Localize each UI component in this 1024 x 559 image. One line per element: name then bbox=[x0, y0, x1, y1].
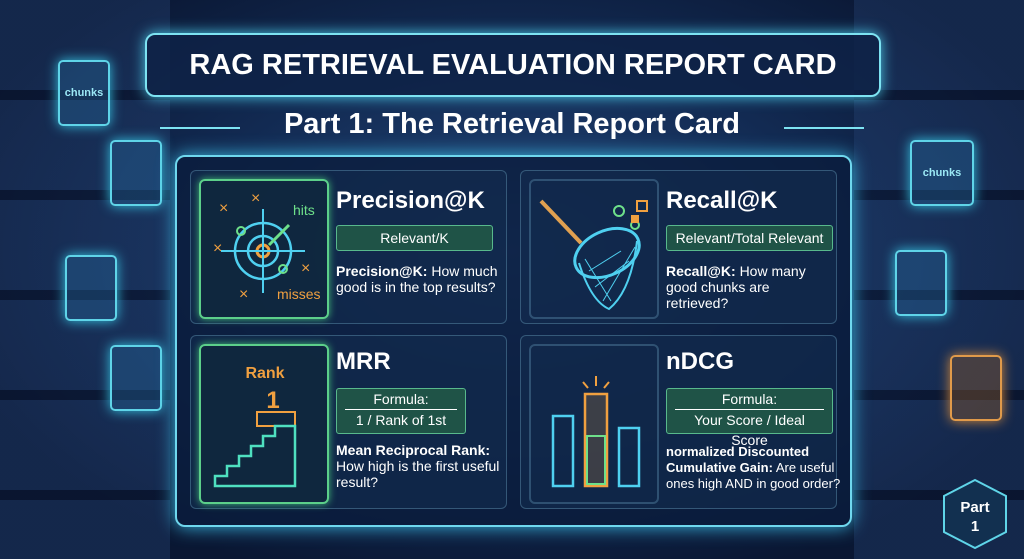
description: Mean Reciprocal Rank: How high is the fi… bbox=[336, 442, 501, 490]
stairs-icon: Rank 1 bbox=[213, 365, 297, 488]
card-title: Recall@K bbox=[666, 187, 778, 214]
badge: Part 1 bbox=[943, 478, 1007, 550]
floating-doc bbox=[110, 140, 162, 206]
metric-card: Rank 1 MRR Formula: 1 / Rank of 1st Mean … bbox=[190, 335, 507, 509]
rule bbox=[784, 127, 864, 129]
icon: Rank 1 bbox=[199, 344, 329, 504]
target-icon: × × × × × hits misses bbox=[213, 190, 321, 303]
description: Recall@K: How many good chunks are retri… bbox=[666, 263, 831, 311]
term: Recall@K: bbox=[666, 263, 736, 279]
svg-text:×: × bbox=[251, 190, 260, 207]
bookshelf bbox=[854, 0, 1024, 559]
subtitle: Part 1: The Retrieval Report Card bbox=[283, 108, 741, 140]
floating-doc bbox=[65, 255, 117, 321]
floating-doc bbox=[110, 345, 162, 411]
metric-card: nDCG Formula: Your Score / Ideal Score no… bbox=[520, 335, 840, 509]
formula-value: 1 / Rank of 1st bbox=[345, 409, 457, 430]
icon-label: 1 bbox=[266, 387, 279, 414]
bookshelf bbox=[0, 0, 170, 559]
badge-line: Part bbox=[960, 499, 989, 516]
card-title: MRR bbox=[336, 348, 391, 375]
floating-doc: chunks bbox=[910, 140, 974, 206]
icon-label: Rank bbox=[245, 365, 284, 382]
formula: Formula: Your Score / Ideal Score bbox=[666, 388, 833, 448]
formula-value: Your Score / Ideal Score bbox=[675, 409, 824, 450]
metric-card: Recall@K Relevant/Total Relevant Recall@… bbox=[520, 170, 837, 324]
formula: Relevant/Total Relevant bbox=[666, 225, 833, 251]
desc-text: How high is the first useful result? bbox=[336, 458, 500, 490]
description: normalized Discounted Cumulative Gain: A… bbox=[666, 444, 841, 492]
icon-label: hits bbox=[293, 202, 315, 218]
doc-label: chunks bbox=[922, 167, 962, 179]
formula-label: Formula: bbox=[721, 391, 778, 407]
desc-text: Are useful ones high AND in good order? bbox=[666, 460, 841, 491]
term: normalized Discounted Cumulative Gain: bbox=[666, 444, 810, 475]
svg-text:×: × bbox=[219, 200, 228, 217]
formula-label: Formula: bbox=[373, 391, 429, 407]
description: Precision@K: How much good is in the top… bbox=[336, 263, 501, 295]
desc-text: How much good is in the top results? bbox=[336, 263, 498, 295]
svg-text:×: × bbox=[301, 260, 310, 277]
metric-card: × × × × × hits misses Precision@K Relevant… bbox=[190, 170, 507, 324]
svg-text:×: × bbox=[239, 286, 248, 303]
term: Precision@K: bbox=[336, 263, 428, 279]
net-icon bbox=[539, 199, 648, 311]
term: Mean Reciprocal Rank: bbox=[336, 442, 491, 458]
icon-label: misses bbox=[277, 286, 321, 302]
formula: Relevant/K bbox=[336, 225, 493, 251]
report-panel: × × × × × hits misses Precision@K Relevant… bbox=[175, 155, 852, 527]
floating-doc bbox=[895, 250, 947, 316]
rule bbox=[160, 127, 240, 129]
formula: Formula: 1 / Rank of 1st bbox=[336, 388, 466, 434]
badge-line: 1 bbox=[971, 518, 979, 535]
floating-doc bbox=[950, 355, 1002, 421]
desc-text: How many good chunks are retrieved? bbox=[666, 263, 806, 311]
doc-label: chunks bbox=[64, 87, 104, 99]
floating-doc: chunks bbox=[58, 60, 110, 126]
card-title: Precision@K bbox=[336, 187, 485, 214]
title: RAG RETRIEVAL EVALUATION REPORT CARD bbox=[145, 33, 881, 97]
icon bbox=[529, 344, 659, 504]
card-title: nDCG bbox=[666, 348, 734, 375]
svg-text:×: × bbox=[213, 240, 222, 257]
icon bbox=[529, 179, 659, 319]
bars-icon bbox=[551, 376, 641, 488]
icon: × × × × × hits misses bbox=[199, 179, 329, 319]
